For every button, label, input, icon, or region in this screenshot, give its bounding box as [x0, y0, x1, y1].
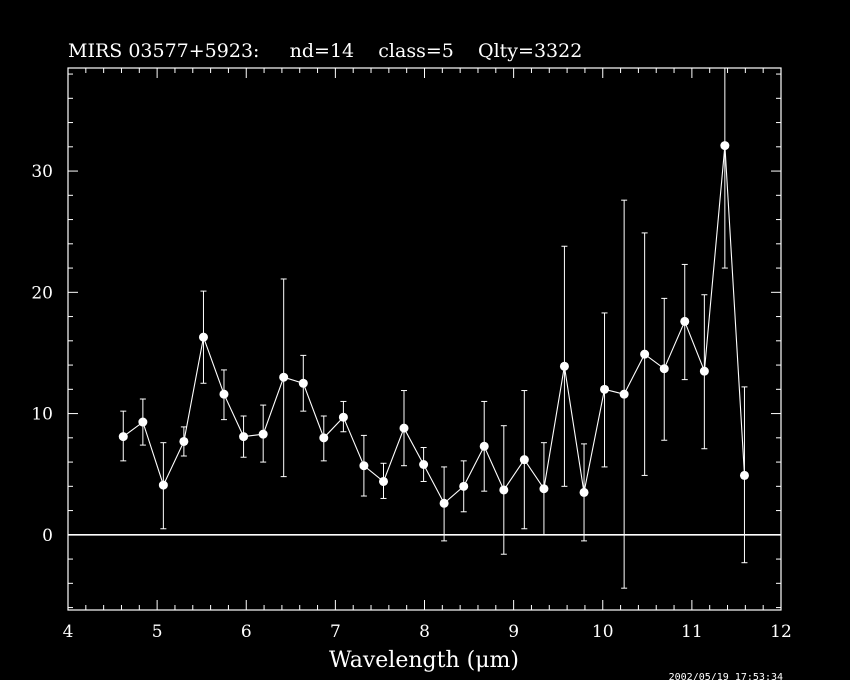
data-point	[499, 485, 509, 495]
data-point	[258, 429, 268, 439]
x-tick-label: 6	[241, 622, 252, 642]
x-tick-label: 12	[770, 622, 792, 642]
x-tick-label: 11	[681, 622, 703, 642]
data-point	[619, 389, 629, 399]
timestamp: 2002/05/19 17:53:34	[669, 672, 783, 680]
x-axis-title: Wavelength (μm)	[329, 648, 519, 673]
data-point	[379, 476, 389, 486]
series-line-layer	[122, 145, 746, 505]
data-point	[600, 384, 610, 394]
x-tick-label: 7	[330, 622, 341, 642]
axis-ticks: 4 5 6 7 8 9 10 11 12 0 10 20 30	[31, 68, 792, 642]
y-tick-label: 10	[31, 405, 53, 425]
data-point	[118, 432, 128, 442]
data-point	[219, 389, 229, 399]
data-point	[559, 361, 569, 371]
data-point	[720, 141, 730, 151]
data-point	[279, 372, 289, 382]
data-point	[419, 459, 429, 469]
data-point	[739, 470, 749, 480]
data-point	[519, 455, 529, 465]
data-point	[640, 349, 650, 359]
data-point	[239, 432, 249, 442]
data-point	[659, 364, 669, 374]
data-point	[138, 417, 148, 427]
data-point	[179, 436, 189, 446]
y-tick-label: 30	[31, 162, 53, 182]
chart-title: MIRS 03577+5923: nd=14 class=5 Qlty=3322	[68, 40, 582, 62]
data-points	[118, 141, 749, 508]
y-tick-label: 0	[42, 526, 53, 546]
data-point	[338, 412, 348, 422]
series-line	[122, 145, 746, 505]
data-point	[479, 441, 489, 451]
data-point	[699, 366, 709, 376]
data-point	[439, 498, 449, 508]
x-tick-label: 5	[152, 622, 163, 642]
data-point	[198, 332, 208, 342]
data-point	[158, 480, 168, 490]
x-tick-label: 9	[508, 622, 519, 642]
x-tick-label: 8	[419, 622, 430, 642]
y-tick-label: 20	[31, 283, 53, 303]
data-point	[579, 487, 589, 497]
data-point	[459, 481, 469, 491]
data-point	[399, 423, 409, 433]
data-point	[319, 433, 329, 443]
x-tick-label: 4	[63, 622, 74, 642]
data-point	[680, 316, 690, 326]
data-point	[539, 484, 549, 494]
error-bars	[120, 67, 748, 589]
x-tick-label: 10	[592, 622, 614, 642]
data-point	[359, 461, 369, 471]
data-point	[298, 378, 308, 388]
